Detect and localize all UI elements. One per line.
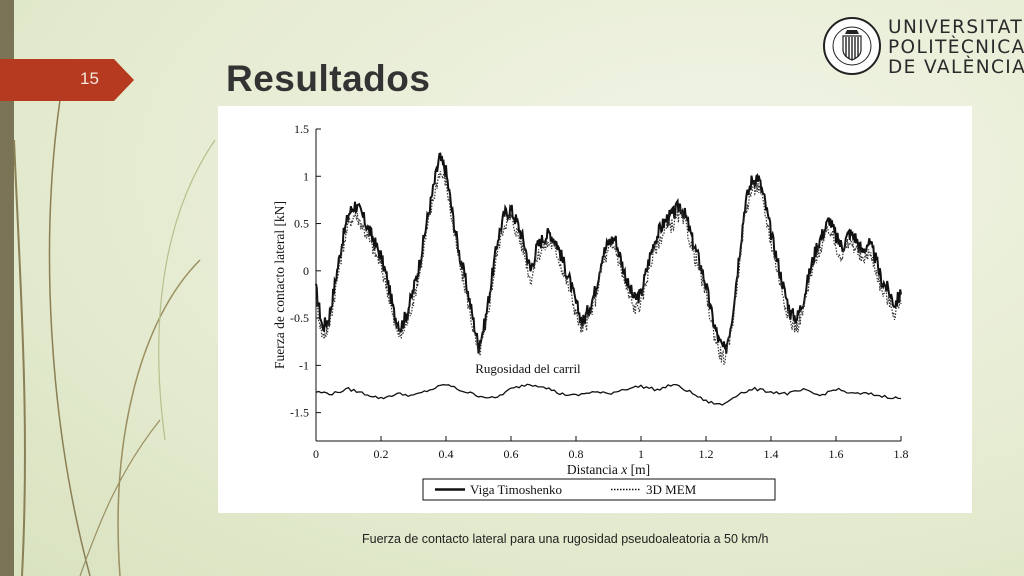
university-seal-icon (823, 17, 881, 75)
chart-axes: 0 0.2 0.4 0.6 0.8 1 1.2 1.4 1.6 1.8 1.5 1 0.5 0 -0.5 -1… (290, 122, 909, 461)
figure-caption: Fuerza de contacto lateral para una rugo… (362, 532, 769, 546)
y-tick-label: 1 (303, 169, 309, 183)
chart-legend: Viga Timoshenko 3D MEM (422, 478, 776, 501)
slide-title: Resultados (226, 58, 431, 99)
slide-number-badge: 15 (0, 59, 134, 101)
x-tick-label: 0.4 (439, 447, 454, 461)
x-tick-label: 1.6 (829, 447, 844, 461)
x-axis-label-variable: x (620, 462, 627, 477)
logo-line-3: DE VALÈNCIA (888, 57, 1024, 78)
series-line-1 (315, 152, 902, 354)
y-tick-label: 0.5 (294, 217, 309, 231)
decorative-leaves (13, 99, 216, 576)
series-line-2 (315, 171, 902, 366)
x-tick-label: 1.2 (699, 447, 714, 461)
logo-line-1: UNIVERSITAT (888, 17, 1024, 38)
chart-panel: 0 0.2 0.4 0.6 0.8 1 1.2 1.4 1.6 1.8 1.5 1 0.5 0 -0.5 -1… (218, 106, 972, 513)
legend-label-2: 3D MEM (646, 482, 697, 497)
y-tick-label: 1.5 (294, 122, 309, 136)
university-logo: UNIVERSITAT POLITÈCNICA DE VALÈNCIA (822, 16, 1024, 80)
left-accent-bar (0, 0, 14, 576)
x-tick-label: 0.8 (569, 447, 584, 461)
x-axis-label-prefix: Distancia (567, 462, 621, 477)
legend-label-1: Viga Timoshenko (470, 482, 562, 497)
slide-number: 15 (80, 69, 99, 88)
x-axis-label-unit: [m] (627, 462, 650, 477)
x-tick-label: 1 (638, 447, 644, 461)
contact-force-chart: 0 0.2 0.4 0.6 0.8 1 1.2 1.4 1.6 1.8 1.5 1 0.5 0 -0.5 -1… (272, 122, 909, 501)
y-tick-label: -1.5 (290, 406, 309, 420)
y-tick-label: -1 (299, 358, 309, 372)
y-tick-label: 0 (303, 264, 309, 278)
y-axis-label: Fuerza de contacto lateral [kN] (272, 201, 287, 369)
x-tick-label: 0 (313, 447, 319, 461)
x-tick-label: 0.2 (374, 447, 389, 461)
y-tick-label: -0.5 (290, 311, 309, 325)
legend-box (422, 478, 776, 501)
logo-line-2: POLITÈCNICA (888, 37, 1024, 58)
series-line-3 (315, 383, 902, 406)
university-name: UNIVERSITAT POLITÈCNICA DE VALÈNCIA (888, 18, 1024, 78)
chart-series (315, 152, 902, 406)
x-axis-label: Distancia x [m] (567, 462, 650, 477)
roughness-annotation: Rugosidad del carril (475, 361, 581, 376)
x-tick-label: 1.4 (764, 447, 779, 461)
x-tick-label: 1.8 (894, 447, 909, 461)
x-tick-label: 0.6 (504, 447, 519, 461)
